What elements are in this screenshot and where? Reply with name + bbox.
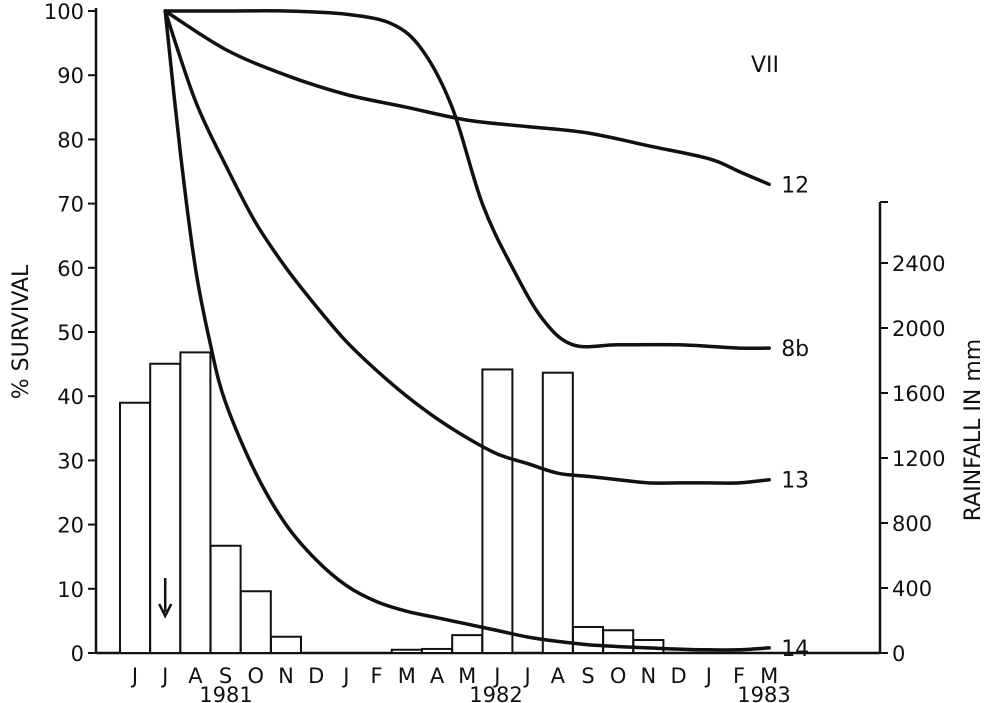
left-ticks: 0 10 20 30 40 50 60 70 80 90 100 [44,0,96,666]
right-ticks: 0 400 800 1200 1600 2000 2400 [880,201,945,666]
right-axis: 0 400 800 1200 1600 2000 2400 RAINFALL IN mm [878,201,986,666]
left-tick-label: 60 [57,257,84,281]
left-tick-label: 0 [71,642,84,666]
rainfall-bar [421,647,453,654]
month-label: A [430,664,445,688]
right-tick-label: 800 [892,512,932,536]
month-label: N [278,664,294,688]
year-labels: 1981 1982 1983 [199,683,790,703]
rainfall-bar [119,401,151,654]
month-label: S [581,664,594,688]
rainfall-bar [541,371,574,654]
month-label: D [671,664,687,688]
month-label: F [371,664,383,688]
rainfall-bar [209,544,242,654]
survival-curve-12 [163,9,771,187]
left-tick-label: 90 [57,64,84,88]
rainfall-bar [179,351,212,654]
survival-curves: 12 8b 13 14 [163,9,809,662]
curve-label-12: 12 [781,173,809,198]
left-tick-label: 10 [57,578,84,602]
release-arrow-icon [158,578,173,619]
month-label: F [733,664,745,688]
rainfall-bar [239,590,272,654]
month-label: M [760,664,778,688]
left-tick-label: 80 [57,128,84,152]
month-label: J [341,664,349,688]
right-axis-title: RAINFALL IN mm [961,339,986,521]
month-label: J [492,664,500,688]
month-label: A [551,664,566,688]
month-label: O [610,664,627,688]
survival-curve-14 [163,9,771,652]
panel-label: VII [751,53,779,78]
right-tick-label: 2400 [892,252,945,276]
month-label: J [522,664,530,688]
arrow-head [158,603,173,619]
right-tick-label: 0 [892,642,905,666]
left-tick-label: 100 [44,0,84,24]
right-tick-label: 400 [892,577,932,601]
rainfall-bar [481,368,514,654]
month-label: M [458,664,476,688]
rainfall-bar [270,635,302,654]
rainfall-bar [390,648,423,654]
month-label: D [308,664,324,688]
left-tick-label: 40 [57,385,84,409]
month-label: A [188,664,203,688]
right-tick-label: 1200 [892,447,945,471]
month-label: M [398,664,416,688]
right-tick-label: 1600 [892,382,945,406]
year-label: 1983 [737,683,790,703]
left-tick-label: 30 [57,449,84,473]
left-tick-label: 20 [57,514,84,538]
rainfall-bar [572,626,604,654]
left-axis: 0 10 20 30 40 50 60 70 80 90 100 % SURVIVAL [9,0,98,666]
month-label: S [219,664,232,688]
left-tick-label: 50 [57,321,84,345]
year-label: 1981 [199,683,252,703]
left-tick-label: 70 [57,193,84,217]
curve-label-14: 14 [781,637,809,662]
right-tick-label: 2000 [892,317,945,341]
month-label: N [641,664,657,688]
rainfall-bar [451,634,484,654]
curve-label-13: 13 [781,469,809,494]
rainfall-bar [602,629,635,654]
left-axis-title: % SURVIVAL [9,264,34,399]
survival-curve-8b [163,9,771,351]
month-label: J [130,664,138,688]
curve-label-8b: 8b [781,337,809,362]
month-label: O [248,664,265,688]
survival-curve-13 [163,9,771,485]
year-label: 1982 [469,683,522,703]
month-label: J [704,664,712,688]
rainfall-bars [119,351,665,654]
month-label: J [160,664,168,688]
